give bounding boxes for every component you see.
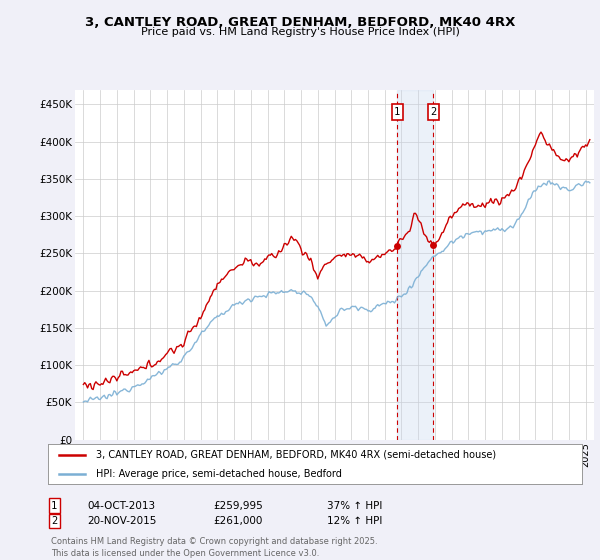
Text: Contains HM Land Registry data © Crown copyright and database right 2025.
This d: Contains HM Land Registry data © Crown c… [51,537,377,558]
Text: 1: 1 [51,501,57,511]
Text: 3, CANTLEY ROAD, GREAT DENHAM, BEDFORD, MK40 4RX: 3, CANTLEY ROAD, GREAT DENHAM, BEDFORD, … [85,16,515,29]
Text: £261,000: £261,000 [213,516,262,526]
Text: £259,995: £259,995 [213,501,263,511]
Text: 04-OCT-2013: 04-OCT-2013 [87,501,155,511]
Text: 2: 2 [51,516,57,526]
Text: 12% ↑ HPI: 12% ↑ HPI [327,516,382,526]
Text: 1: 1 [394,107,400,117]
Text: Price paid vs. HM Land Registry's House Price Index (HPI): Price paid vs. HM Land Registry's House … [140,27,460,38]
Text: 37% ↑ HPI: 37% ↑ HPI [327,501,382,511]
Text: 2: 2 [430,107,436,117]
Text: 3, CANTLEY ROAD, GREAT DENHAM, BEDFORD, MK40 4RX (semi-detached house): 3, CANTLEY ROAD, GREAT DENHAM, BEDFORD, … [96,450,496,460]
Text: HPI: Average price, semi-detached house, Bedford: HPI: Average price, semi-detached house,… [96,469,342,479]
Bar [397,90,433,440]
Text: 20-NOV-2015: 20-NOV-2015 [87,516,157,526]
